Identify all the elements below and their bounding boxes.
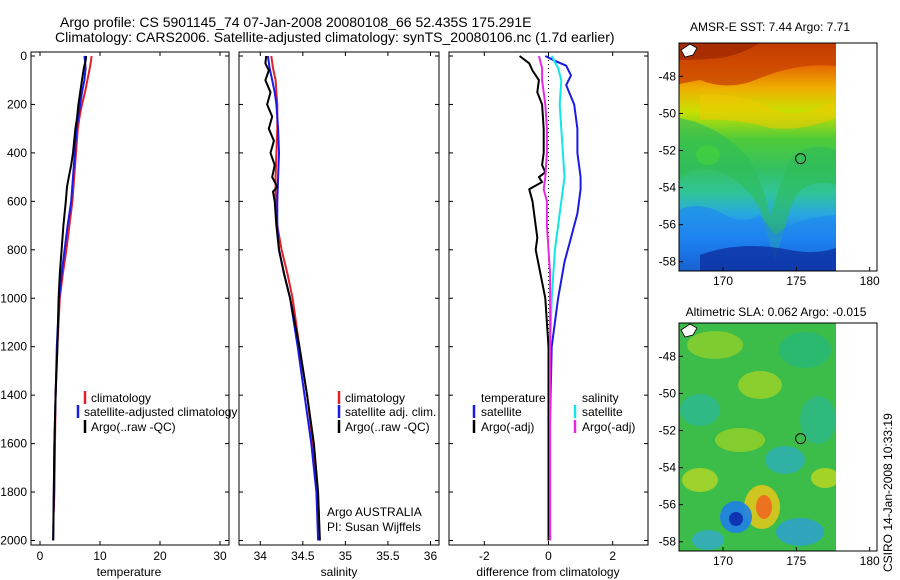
y-tick-label: -52 bbox=[659, 144, 677, 158]
y-tick-label: -56 bbox=[659, 218, 677, 232]
x-tick-label: 35 bbox=[339, 549, 353, 563]
argo-float-position-marker bbox=[795, 153, 807, 165]
y-tick-label: 1800 bbox=[0, 485, 27, 499]
x-tick-label: -2 bbox=[479, 549, 490, 563]
x-tick-label: 0 bbox=[545, 549, 552, 563]
y-tick-label: 1400 bbox=[0, 388, 27, 402]
y-tick-label: 1200 bbox=[0, 340, 27, 354]
series-line-temperature-argo-adj bbox=[518, 55, 550, 541]
y-tick-label: 800 bbox=[7, 243, 27, 257]
figure-title-line1: Argo profile: CS 5901145_74 07-Jan-2008 … bbox=[60, 14, 531, 30]
legend-title-salinity: salinity bbox=[582, 391, 619, 405]
y-tick-label: 1600 bbox=[0, 437, 27, 451]
salinity-annotation-line1: Argo AUSTRALIA bbox=[327, 505, 422, 519]
y-tick-label: 2000 bbox=[0, 534, 27, 548]
x-tick-label: 0 bbox=[37, 549, 44, 563]
sst-map-title: AMSR-E SST: 7.44 Argo: 7.71 bbox=[690, 20, 850, 34]
x-tick-label: 175 bbox=[786, 274, 806, 288]
series-line-satellite-adj-clim bbox=[266, 55, 320, 541]
y-tick-label: 200 bbox=[7, 97, 27, 111]
salinity-xlabel: salinity bbox=[321, 565, 358, 579]
y-tick-label: -58 bbox=[659, 535, 677, 549]
y-tick-label: -56 bbox=[659, 498, 677, 512]
sst-map-axes: 170 175 180 -48 -50 -52 -54 -56 -58 bbox=[659, 69, 880, 288]
x-tick-label: 180 bbox=[860, 274, 880, 288]
x-tick-label: 35.5 bbox=[376, 549, 400, 563]
y-tick-label: 600 bbox=[7, 194, 27, 208]
sst-map-image bbox=[679, 43, 836, 271]
legend-label-climatology: climatology bbox=[345, 391, 405, 405]
x-tick-label: 180 bbox=[860, 554, 880, 568]
legend-label-argo: Argo(..raw -QC) bbox=[345, 420, 430, 434]
x-tick-label: 2 bbox=[609, 549, 616, 563]
x-tick-label: 175 bbox=[786, 554, 806, 568]
x-tick-label: 170 bbox=[713, 554, 733, 568]
y-tick-label: 400 bbox=[7, 146, 27, 160]
series-line-argo-raw-qc bbox=[264, 55, 321, 541]
legend-label-satellite: satellite-adjusted climatology bbox=[84, 405, 237, 419]
sst-map-frame bbox=[678, 42, 878, 272]
difference-xlabel: difference from climatology bbox=[476, 565, 619, 579]
temperature-xlabel: temperature bbox=[97, 565, 162, 579]
legend-label-argo: Argo(..raw -QC) bbox=[91, 420, 176, 434]
x-tick-label: 34 bbox=[254, 549, 268, 563]
temperature-axes: 0 10 20 30 0 200 400 600 800 1000 1200 1400 1600 1800… bbox=[0, 49, 229, 563]
x-tick-label: 170 bbox=[713, 274, 733, 288]
sla-map-axes: 170 175 180 -48 -50 -52 -54 -56 -58 bbox=[659, 349, 880, 568]
series-line-salinity-argo-adj bbox=[537, 55, 552, 541]
legend-label-salinity-satellite: satellite bbox=[582, 405, 623, 419]
sla-map-frame bbox=[678, 322, 878, 552]
salinity-legend: climatology satellite adj. clim. Argo(..… bbox=[337, 391, 436, 434]
figure-title-line2: Climatology: CARS2006. Satellite-adjuste… bbox=[55, 29, 615, 45]
legend-label-satellite: satellite adj. clim. bbox=[345, 405, 436, 419]
legend-label-temperature-argo: Argo(-adj) bbox=[481, 420, 534, 434]
salinity-annotation-line2: PI: Susan Wijffels bbox=[327, 520, 421, 534]
x-tick-label: 10 bbox=[93, 549, 107, 563]
salinity-axes: 34 34.5 35 35.5 36 bbox=[239, 52, 439, 563]
side-timestamp: CSIRO 14-Jan-2008 10:33:19 bbox=[881, 413, 895, 572]
legend-label-climatology: climatology bbox=[91, 391, 151, 405]
y-tick-label: 0 bbox=[20, 49, 27, 63]
difference-axes: -2 0 2 bbox=[449, 52, 648, 563]
series-line-argo-raw-qc bbox=[52, 55, 88, 541]
y-tick-label: -58 bbox=[659, 255, 677, 269]
series-line-temperature-satellite bbox=[544, 55, 582, 541]
x-tick-label: 36 bbox=[424, 549, 438, 563]
temperature-legend: climatology satellite-adjusted climatolo… bbox=[76, 391, 237, 434]
sla-map-image bbox=[679, 323, 836, 551]
difference-legend: temperature salinity satellite Argo(-adj… bbox=[472, 391, 635, 434]
y-tick-label: -54 bbox=[659, 461, 677, 475]
x-tick-label: 30 bbox=[213, 549, 227, 563]
argo-float-position-marker bbox=[795, 433, 807, 445]
sla-map-title: Altimetric SLA: 0.062 Argo: -0.015 bbox=[686, 305, 867, 319]
y-tick-label: -50 bbox=[659, 106, 677, 120]
legend-label-salinity-argo: Argo(-adj) bbox=[582, 420, 635, 434]
x-tick-label: 34.5 bbox=[291, 549, 315, 563]
legend-title-temperature: temperature bbox=[481, 391, 546, 405]
y-tick-label: -48 bbox=[659, 69, 677, 83]
legend-label-temperature-satellite: satellite bbox=[481, 405, 522, 419]
x-tick-label: 20 bbox=[153, 549, 167, 563]
y-tick-label: -50 bbox=[659, 386, 677, 400]
y-tick-label: 1000 bbox=[0, 291, 27, 305]
y-tick-label: -54 bbox=[659, 181, 677, 195]
y-tick-label: -48 bbox=[659, 349, 677, 363]
y-tick-label: -52 bbox=[659, 424, 677, 438]
